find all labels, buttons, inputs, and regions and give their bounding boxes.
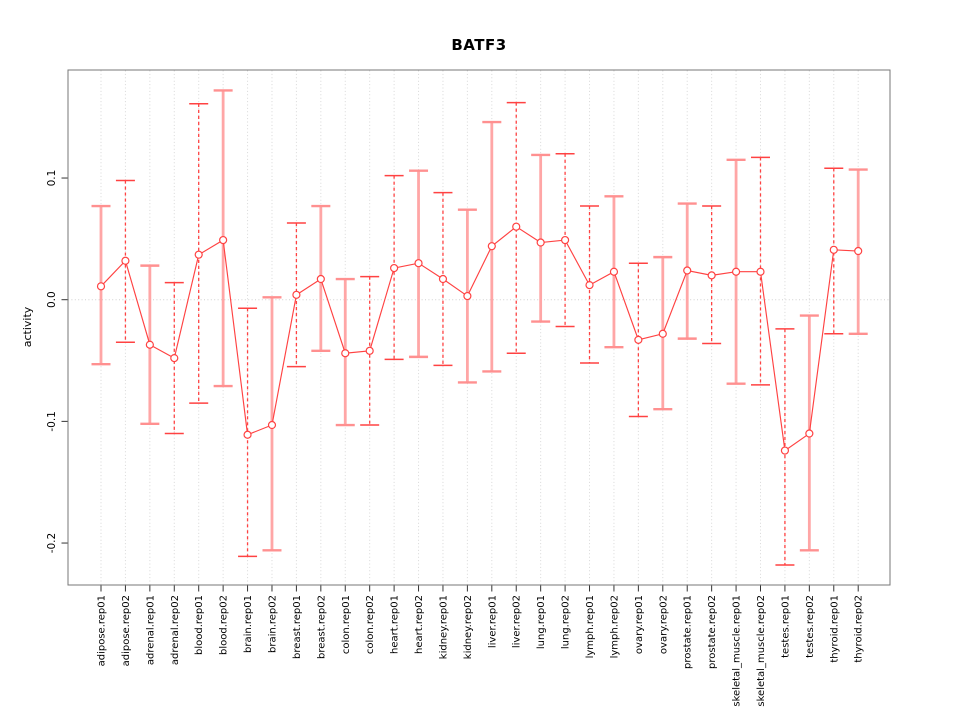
data-point bbox=[438, 274, 448, 284]
y-tick-label: -0.2 bbox=[46, 533, 58, 554]
data-point bbox=[219, 235, 228, 245]
x-tick-label: blood.rep02 bbox=[219, 595, 230, 655]
series-line bbox=[100, 225, 859, 452]
x-tick-label: blood.rep01 bbox=[194, 595, 205, 655]
data-point bbox=[683, 266, 692, 275]
x-tick-label: kidney.rep01 bbox=[438, 595, 449, 659]
data-point bbox=[292, 290, 301, 299]
x-tick-label: colon.rep01 bbox=[341, 595, 352, 654]
data-point bbox=[96, 282, 106, 291]
x-tick-label: ovary.rep01 bbox=[634, 595, 645, 654]
data-point bbox=[365, 346, 374, 355]
data-point bbox=[634, 335, 643, 344]
data-point bbox=[609, 267, 619, 276]
chart-title: BATF3 bbox=[451, 36, 507, 54]
data-point bbox=[829, 245, 838, 254]
data-point bbox=[390, 263, 399, 273]
data-point bbox=[267, 420, 277, 430]
x-tick-label: testes.rep01 bbox=[780, 595, 791, 658]
data-point bbox=[731, 267, 741, 276]
x-tick-label: liver.rep01 bbox=[487, 595, 498, 648]
x-tick-label: heart.rep02 bbox=[414, 595, 425, 654]
x-tick-label: kidney.rep02 bbox=[463, 595, 474, 659]
data-point bbox=[805, 429, 814, 438]
x-tick-label: lung.rep01 bbox=[536, 595, 547, 649]
data-point bbox=[658, 329, 667, 338]
data-point bbox=[780, 446, 790, 455]
x-tick-label: adrenal.rep02 bbox=[170, 595, 181, 665]
x-tick-label: adipose.rep01 bbox=[97, 595, 108, 666]
x-tick-label: adipose.rep02 bbox=[121, 595, 132, 666]
x-tick-label: prostate.rep02 bbox=[707, 595, 718, 669]
data-point bbox=[121, 256, 130, 265]
data-point bbox=[170, 354, 179, 363]
data-point bbox=[463, 291, 472, 301]
y-tick-label: 0.1 bbox=[46, 170, 58, 187]
x-tick-label: lung.rep02 bbox=[561, 595, 572, 649]
data-point bbox=[194, 250, 203, 259]
x-tick-label: thyroid.rep02 bbox=[854, 595, 865, 663]
x-tick-label: heart.rep01 bbox=[390, 595, 401, 654]
data-point bbox=[341, 349, 350, 358]
data-point bbox=[243, 430, 252, 439]
x-tick-label: lymph.rep01 bbox=[585, 595, 596, 658]
data-point bbox=[316, 274, 325, 284]
x-tick-label: breast.rep01 bbox=[292, 595, 303, 659]
x-tick-label: lymph.rep02 bbox=[609, 595, 620, 658]
x-tick-label: colon.rep02 bbox=[365, 595, 376, 654]
data-point bbox=[145, 340, 154, 349]
x-tick-label: brain.rep02 bbox=[267, 595, 278, 653]
x-tick-label: liver.rep02 bbox=[512, 595, 523, 648]
x-tick-label: adrenal.rep01 bbox=[145, 595, 156, 665]
data-point bbox=[536, 238, 545, 247]
data-point bbox=[487, 242, 496, 251]
data-point bbox=[585, 280, 594, 290]
x-tick-label: testes.rep02 bbox=[805, 595, 816, 658]
y-tick-label: 0.0 bbox=[46, 291, 58, 308]
y-tick-label: -0.1 bbox=[46, 411, 58, 432]
x-tick-label: ovary.rep02 bbox=[658, 595, 669, 654]
data-point bbox=[707, 271, 716, 280]
x-tick-label: skeletal_muscle.rep01 bbox=[732, 595, 743, 707]
x-tick-label: breast.rep02 bbox=[316, 595, 327, 659]
data-point bbox=[560, 235, 570, 245]
data-point bbox=[756, 267, 765, 276]
data-point bbox=[854, 246, 863, 256]
x-tick-label: brain.rep01 bbox=[243, 595, 254, 653]
x-tick-label: prostate.rep01 bbox=[683, 595, 694, 669]
x-tick-label: thyroid.rep01 bbox=[829, 595, 840, 663]
data-point bbox=[512, 222, 521, 231]
data-point bbox=[414, 259, 423, 268]
x-tick-label: skeletal_muscle.rep02 bbox=[756, 595, 767, 707]
plot-border bbox=[67, 69, 891, 586]
